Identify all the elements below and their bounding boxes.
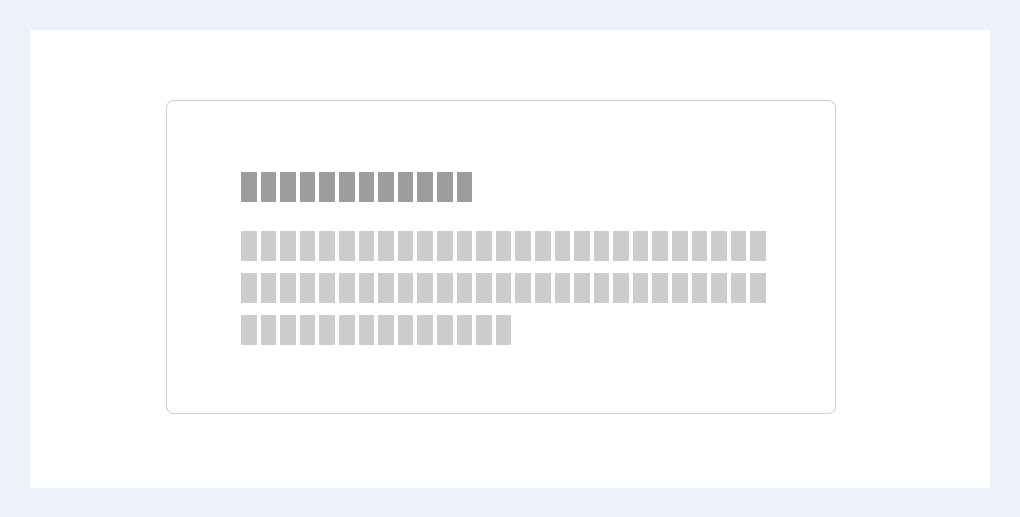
body-glyph <box>417 273 433 303</box>
title-glyph <box>319 172 335 202</box>
body-glyph <box>672 273 688 303</box>
body-glyph <box>456 315 473 345</box>
body-glyph <box>397 231 414 261</box>
title-glyph <box>358 172 375 202</box>
body-glyph <box>260 231 277 261</box>
body-glyph <box>299 231 316 261</box>
body-glyph <box>319 231 335 261</box>
title-glyph <box>456 172 473 202</box>
body-glyph <box>554 231 571 261</box>
body-line <box>241 273 771 303</box>
body-glyph <box>358 315 375 345</box>
title-placeholder <box>241 172 771 202</box>
body-glyph <box>574 231 590 261</box>
body-line <box>241 315 771 345</box>
body-glyph <box>534 231 551 261</box>
body-glyph <box>711 273 727 303</box>
body-glyph <box>613 273 629 303</box>
body-glyph <box>476 273 492 303</box>
title-glyph <box>299 172 316 202</box>
body-glyph <box>711 231 727 261</box>
body-glyph <box>241 273 257 303</box>
placeholder-card <box>166 100 836 414</box>
body-glyph <box>750 231 767 261</box>
body-glyph <box>691 231 708 261</box>
title-glyph <box>378 172 394 202</box>
body-glyph <box>260 273 277 303</box>
body-glyph <box>495 273 512 303</box>
body-glyph <box>299 315 316 345</box>
body-glyph <box>652 231 669 261</box>
body-line <box>241 231 771 261</box>
card-content <box>241 172 771 357</box>
title-glyph <box>338 172 355 202</box>
body-glyph <box>378 315 394 345</box>
body-glyph <box>338 231 355 261</box>
body-glyph <box>495 231 512 261</box>
title-glyph <box>260 172 277 202</box>
body-glyph <box>397 315 414 345</box>
body-glyph <box>436 273 453 303</box>
body-glyph <box>378 231 394 261</box>
body-glyph <box>260 315 277 345</box>
body-glyph <box>730 273 747 303</box>
body-glyph <box>652 273 669 303</box>
body-glyph <box>436 315 453 345</box>
body-glyph <box>280 315 296 345</box>
body-glyph <box>632 273 649 303</box>
body-glyph <box>319 273 335 303</box>
title-glyph <box>397 172 414 202</box>
body-glyph <box>241 315 257 345</box>
body-glyph <box>417 231 433 261</box>
body-glyph <box>476 231 492 261</box>
body-glyph <box>593 273 610 303</box>
title-glyph <box>417 172 433 202</box>
body-glyph <box>280 273 296 303</box>
body-glyph <box>495 315 512 345</box>
body-glyph <box>554 273 571 303</box>
body-glyph <box>613 231 629 261</box>
body-glyph <box>397 273 414 303</box>
body-glyph <box>456 231 473 261</box>
body-glyph <box>378 273 394 303</box>
body-glyph <box>632 231 649 261</box>
title-glyph <box>241 172 257 202</box>
body-glyph <box>338 315 355 345</box>
title-glyph <box>436 172 453 202</box>
body-glyph <box>515 273 531 303</box>
body-glyph <box>476 315 492 345</box>
body-glyph <box>417 315 433 345</box>
body-glyph <box>358 273 375 303</box>
body-glyph <box>574 273 590 303</box>
body-glyph <box>299 273 316 303</box>
body-glyph <box>750 273 767 303</box>
body-glyph <box>338 273 355 303</box>
body-glyph <box>280 231 296 261</box>
body-glyph <box>515 231 531 261</box>
body-glyph <box>456 273 473 303</box>
body-glyph <box>593 231 610 261</box>
title-glyph <box>280 172 296 202</box>
body-glyph <box>691 273 708 303</box>
body-glyph <box>730 231 747 261</box>
body-glyph <box>358 231 375 261</box>
body-placeholder <box>241 231 771 345</box>
body-glyph <box>241 231 257 261</box>
content-frame <box>30 30 990 488</box>
body-glyph <box>534 273 551 303</box>
body-glyph <box>319 315 335 345</box>
body-glyph <box>436 231 453 261</box>
body-glyph <box>672 231 688 261</box>
